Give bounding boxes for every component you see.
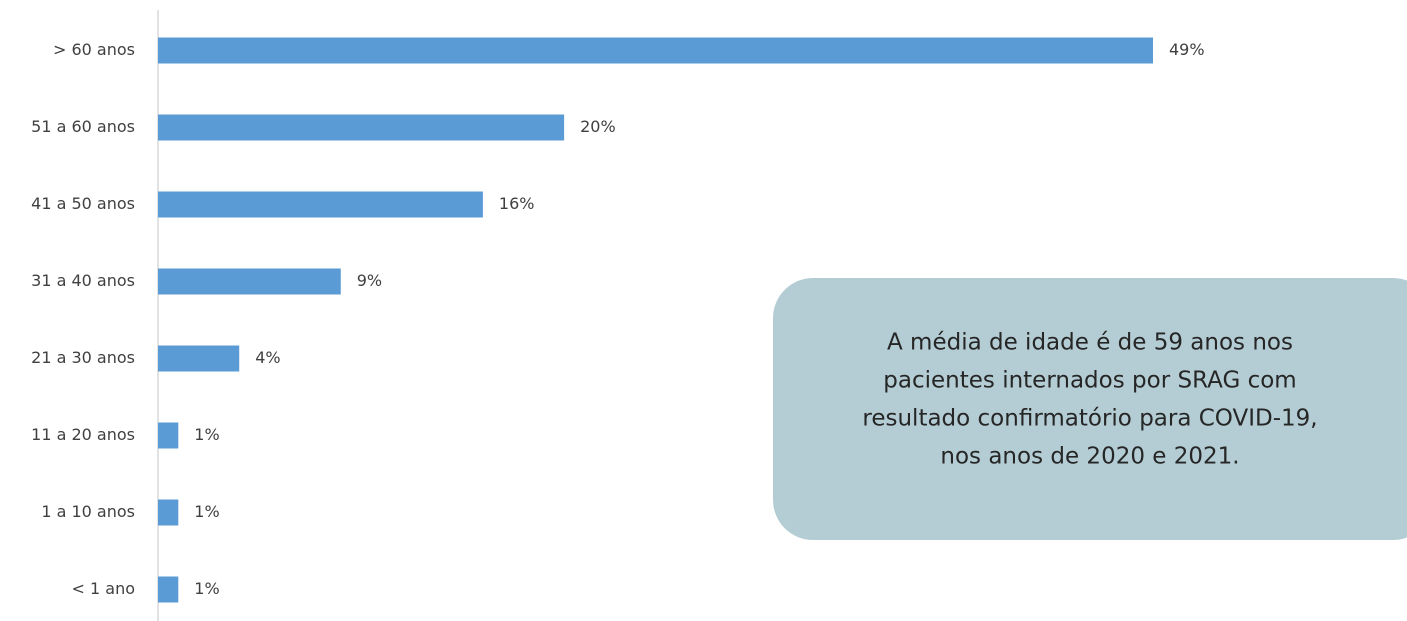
bar	[158, 37, 1153, 64]
bar	[158, 345, 240, 372]
bar	[158, 191, 483, 218]
annotation-text: pacientes internados por SRAG com	[883, 368, 1296, 394]
data-label: 1%	[194, 425, 219, 444]
annotation-box	[773, 278, 1407, 540]
category-label: 21 a 30 anos	[31, 348, 135, 367]
annotation-text: A média de idade é de 59 anos nos	[887, 330, 1293, 356]
data-label: 16%	[499, 194, 535, 213]
data-label: 4%	[255, 348, 280, 367]
category-label: 11 a 20 anos	[31, 425, 135, 444]
bar	[158, 114, 565, 141]
bar	[158, 499, 179, 526]
category-label: 51 a 60 anos	[31, 117, 135, 136]
bar	[158, 268, 341, 295]
data-label: 1%	[194, 502, 219, 521]
bar	[158, 422, 179, 449]
data-label: 1%	[194, 579, 219, 598]
data-label: 9%	[357, 271, 382, 290]
category-label: 31 a 40 anos	[31, 271, 135, 290]
data-label: 49%	[1169, 40, 1205, 59]
annotation-text: resultado confirmatório para COVID-19,	[862, 406, 1317, 432]
category-label: 41 a 50 anos	[31, 194, 135, 213]
bar	[158, 576, 179, 603]
category-label: < 1 ano	[72, 579, 136, 598]
category-label: 1 a 10 anos	[41, 502, 135, 521]
category-label: > 60 anos	[53, 40, 135, 59]
data-label: 20%	[580, 117, 616, 136]
annotation-text: nos anos de 2020 e 2021.	[940, 444, 1239, 470]
